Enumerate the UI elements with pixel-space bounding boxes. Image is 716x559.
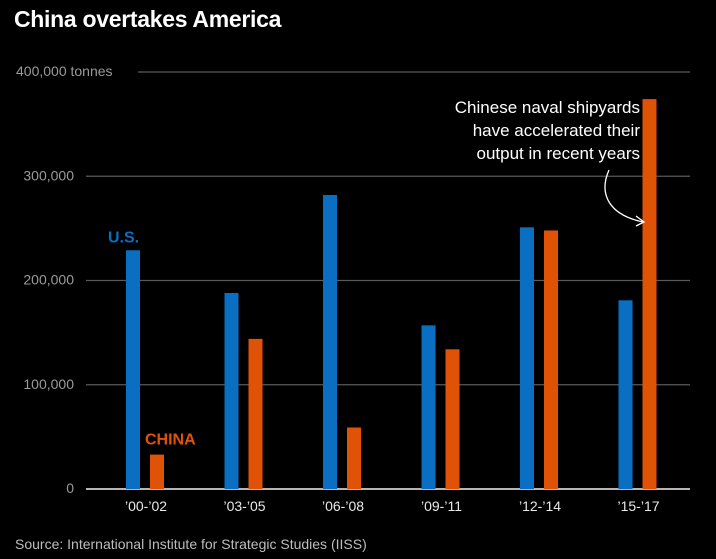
x-tick-label: ’06-’08 — [322, 498, 364, 514]
bars — [126, 99, 657, 489]
y-tick-label: 100,000 — [23, 376, 74, 392]
y-axis-ticks: 0 100,000 200,000 300,000 400,000 tonnes — [16, 63, 113, 496]
x-tick-label: ’03-’05 — [223, 498, 265, 514]
bar-us — [126, 250, 140, 489]
y-tick-label: 200,000 — [23, 272, 74, 288]
x-tick-label: ’12-’14 — [519, 498, 561, 514]
annotation-line-1: Chinese naval shipyards — [455, 98, 640, 117]
y-tick-label: 400,000 tonnes — [16, 63, 113, 79]
x-tick-label: ’00-’02 — [125, 498, 167, 514]
series-label-us: U.S. — [108, 229, 139, 246]
annotation-line-3: output in recent years — [477, 144, 640, 163]
source-note: Source: International Institute for Stra… — [15, 536, 367, 552]
annotation: Chinese naval shipyards have accelerated… — [455, 98, 646, 227]
x-tick-label: ’15-’17 — [617, 498, 659, 514]
series-label-china: CHINA — [145, 432, 196, 449]
bar-china — [248, 338, 263, 489]
y-tick-label: 0 — [66, 480, 74, 496]
annotation-arrowhead-icon — [635, 215, 646, 227]
gridlines — [86, 71, 690, 490]
x-axis-ticks: ’00-’02 ’03-’05 ’06-’08 ’09-’11 ’12-’14 ’15-’… — [125, 498, 660, 514]
bar-china — [347, 427, 361, 489]
bar-china — [445, 349, 460, 489]
bar-us — [224, 293, 239, 489]
x-tick-label: ’09-’11 — [421, 498, 462, 514]
annotation-line-2: have accelerated their — [473, 121, 641, 140]
annotation-arrow-icon — [604, 169, 644, 223]
bar-china — [150, 454, 164, 489]
bar-us — [323, 195, 337, 489]
bar-china — [544, 230, 558, 489]
bar-china — [642, 99, 657, 489]
bar-us — [421, 325, 436, 489]
bar-us — [618, 300, 633, 489]
y-tick-label: 300,000 — [23, 167, 74, 183]
chart-title: China overtakes America — [14, 6, 282, 32]
bar-us — [520, 227, 534, 489]
